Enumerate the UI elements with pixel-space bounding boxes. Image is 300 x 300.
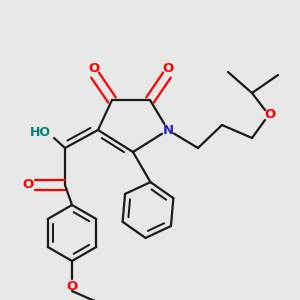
Text: O: O [162, 61, 174, 74]
Text: HO: HO [29, 127, 50, 140]
Text: O: O [88, 61, 100, 74]
Text: O: O [22, 178, 34, 191]
Text: N: N [162, 124, 174, 136]
Text: O: O [66, 280, 78, 293]
Text: O: O [264, 109, 276, 122]
